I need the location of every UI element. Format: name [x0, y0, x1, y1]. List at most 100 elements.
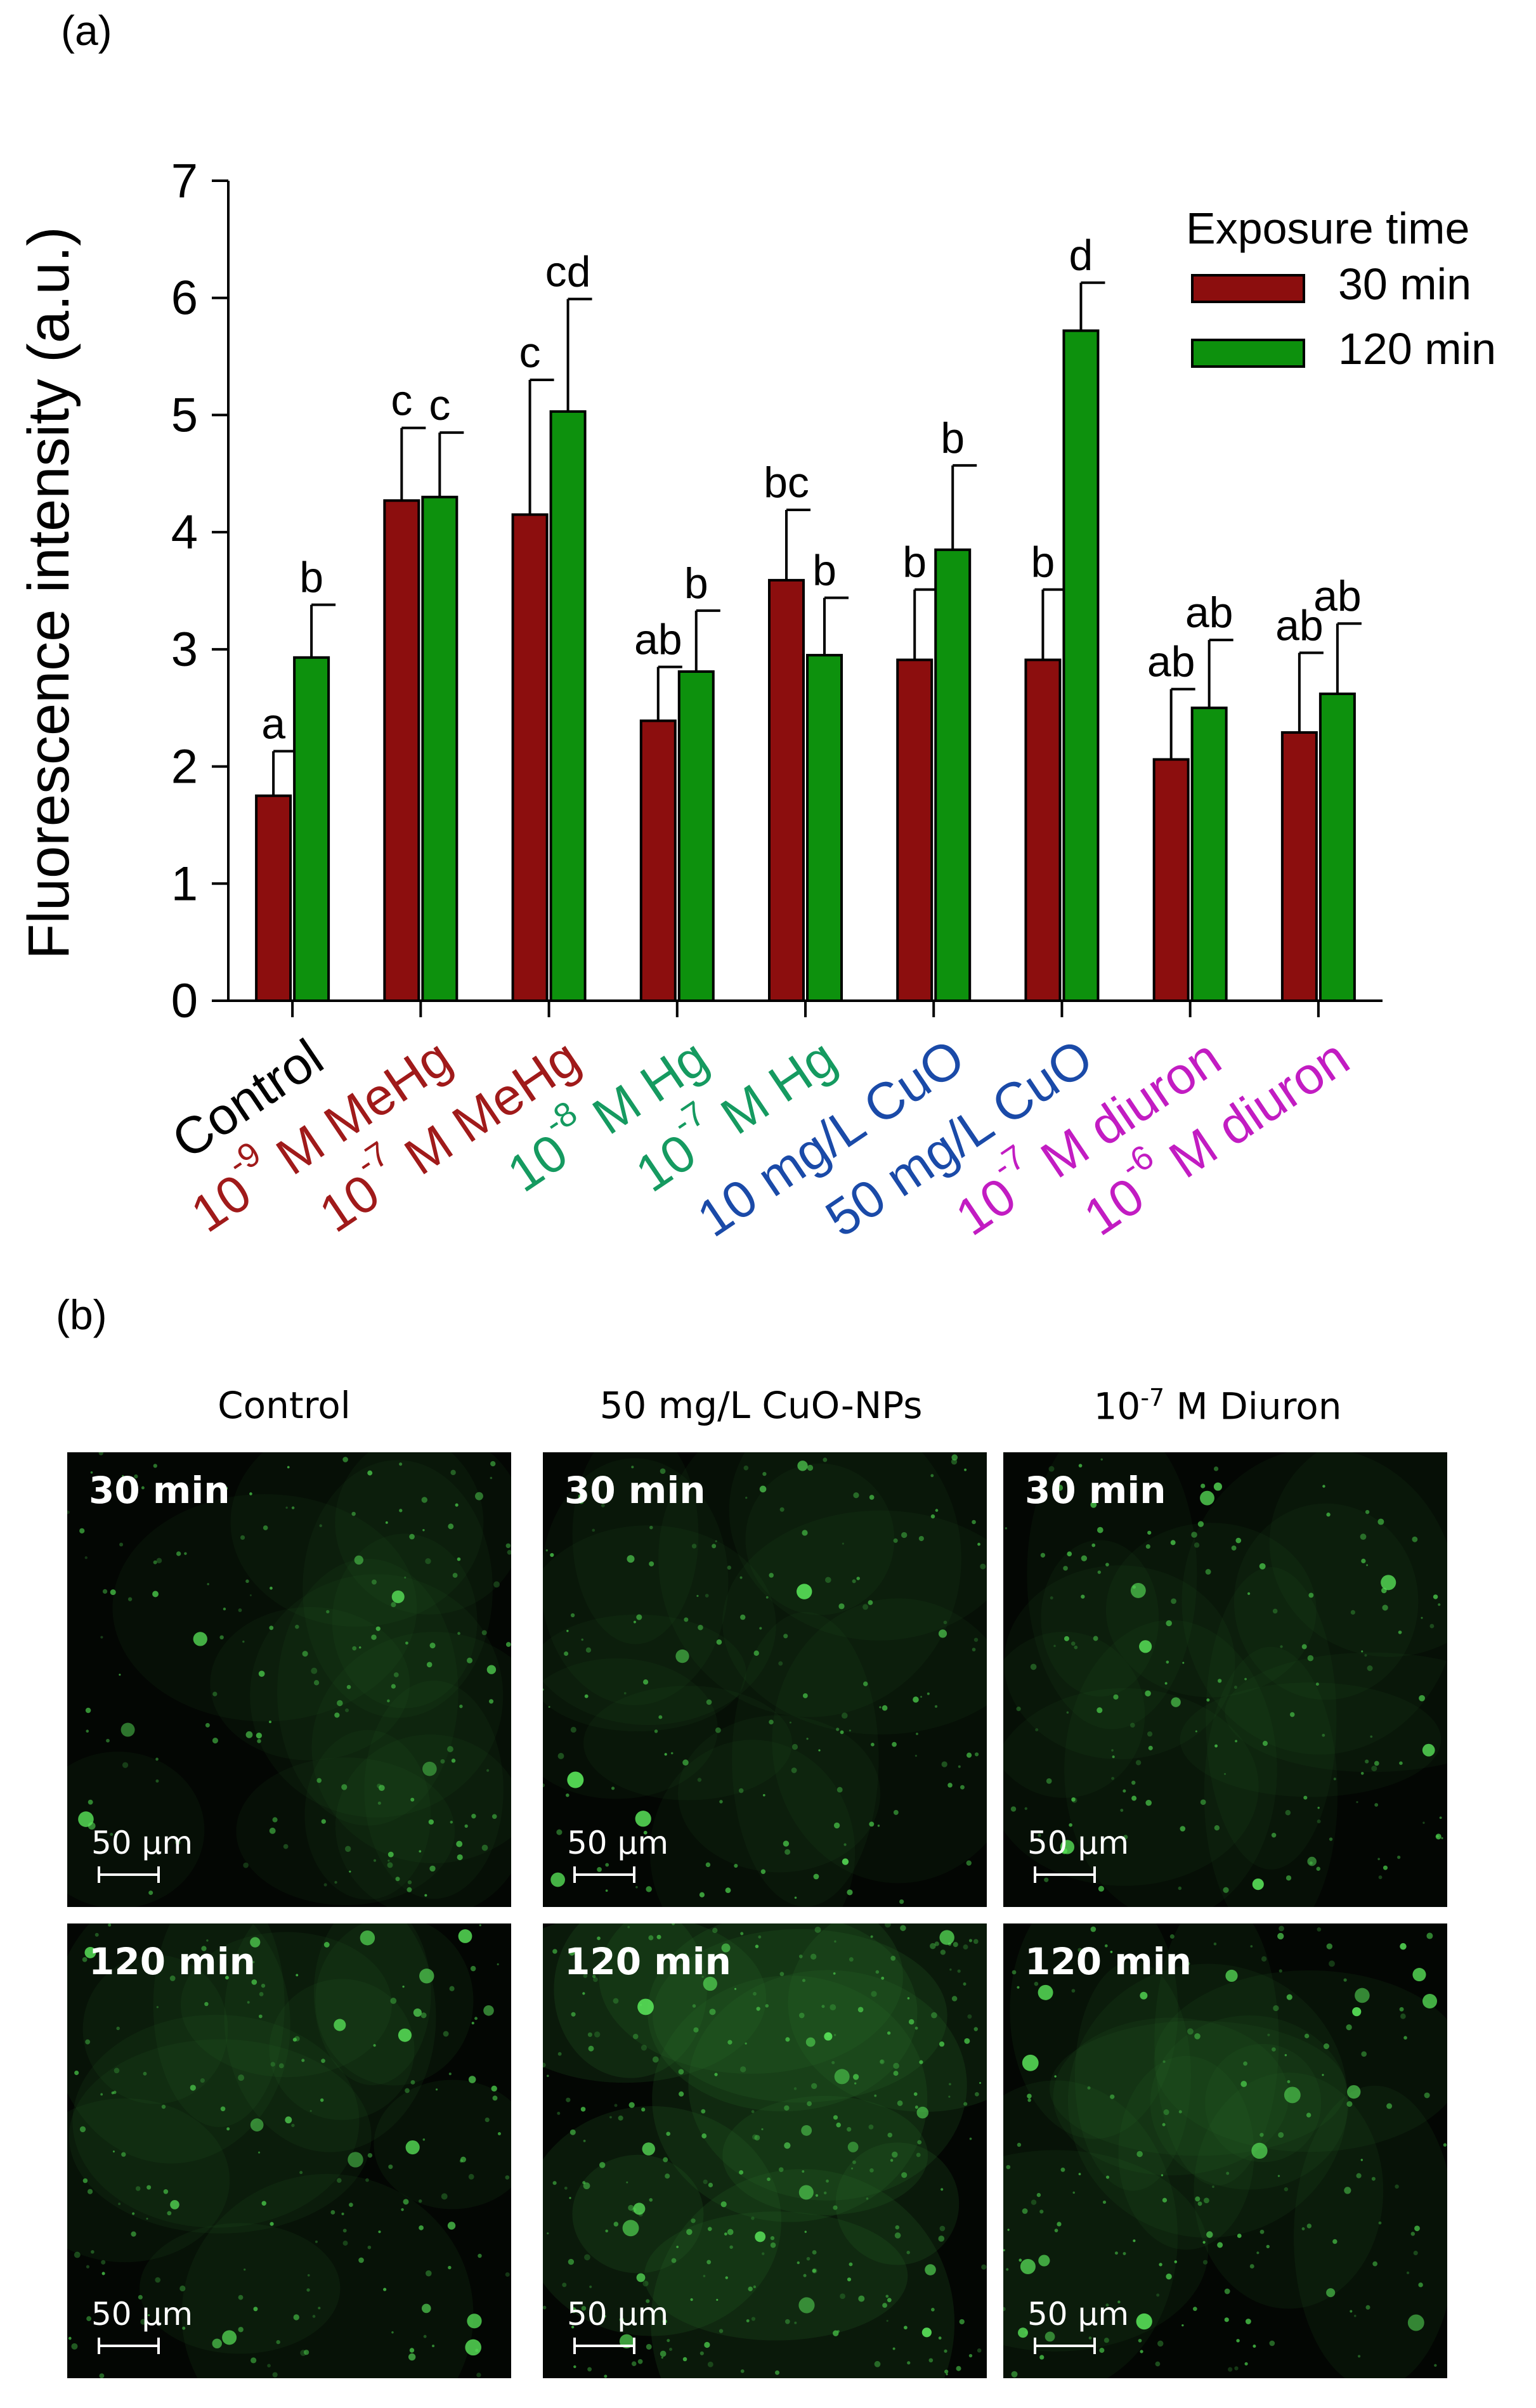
micrograph-texture — [543, 1452, 987, 1907]
fluorescence-micrograph: 30 min 50 µm — [67, 1452, 511, 1907]
significance-letter: b — [299, 554, 323, 602]
scale-bar-segment — [157, 2338, 160, 2354]
scale-bar — [573, 1866, 635, 1883]
scale-bar-label: 50 µm — [567, 2296, 669, 2333]
bar-120min — [677, 670, 715, 1002]
scale-bar-segment — [573, 2345, 635, 2347]
bar-30min — [896, 658, 934, 1002]
bar-30min — [768, 578, 805, 1002]
significance-letter: d — [1069, 231, 1093, 280]
y-tick-label: 6 — [171, 271, 198, 325]
significance-letter: c — [391, 377, 412, 425]
scale-bar-segment — [1034, 1873, 1096, 1876]
scale-bar-segment — [98, 1866, 100, 1883]
significance-letter: c — [429, 381, 450, 429]
scale-bar — [1034, 2338, 1096, 2354]
micrograph-time-label: 30 min — [1025, 1469, 1166, 1512]
bar-120min — [934, 548, 972, 1002]
bar-120min — [549, 410, 587, 1002]
scale-bar-segment — [633, 1866, 635, 1883]
legend-label-120min: 120 min — [1338, 324, 1496, 374]
fluorescence-micrograph: 120 min 50 µm — [67, 1923, 511, 2378]
significance-letter: c — [519, 329, 541, 377]
significance-letter: b — [902, 538, 927, 587]
bar-120min — [1062, 329, 1100, 1002]
significance-letter: b — [812, 547, 836, 595]
bar-30min — [511, 513, 549, 1002]
significance-letter: bc — [764, 459, 809, 507]
y-tick-label: 0 — [171, 974, 198, 1028]
scale-bar-segment — [573, 1873, 635, 1876]
fluorescence-micrograph: 120 min 50 µm — [543, 1923, 987, 2378]
y-tick-label: 3 — [171, 623, 198, 677]
bar-120min — [1190, 706, 1228, 1002]
scale-bar-segment — [98, 2338, 100, 2354]
micrograph-texture — [67, 1923, 511, 2378]
fluorescence-micrograph: 30 min 50 µm — [1003, 1452, 1447, 1907]
significance-letter: b — [1031, 538, 1055, 587]
bar-120min — [806, 654, 843, 1003]
column-title-part: 50 mg/L CuO-NPs — [599, 1384, 923, 1427]
scale-bar-label: 50 µm — [1027, 1825, 1129, 1861]
significance-letter: ab — [1275, 601, 1324, 649]
y-tick-label: 2 — [171, 740, 198, 794]
significance-letter: ab — [1313, 572, 1362, 620]
scale-bar-segment — [573, 1866, 576, 1883]
scale-bar-segment — [98, 2345, 160, 2347]
bar-120min — [1318, 693, 1356, 1002]
bar-30min — [255, 794, 292, 1002]
fluorescence-micrograph: 120 min 50 µm — [1003, 1923, 1447, 2378]
scale-bar — [1034, 1866, 1096, 1883]
panel-a-label: (a) — [61, 7, 112, 54]
micrograph-texture — [543, 1923, 987, 2378]
bar-30min — [383, 499, 420, 1002]
column-title-superscript: -7 — [1140, 1384, 1165, 1412]
micrograph-column-title: 50 mg/L CuO-NPs — [476, 1384, 1046, 1427]
scale-bar-segment — [1034, 1866, 1036, 1883]
panel-b-label: (b) — [56, 1291, 107, 1338]
legend-title: Exposure time — [1186, 204, 1469, 253]
legend-swatch-30min — [1191, 274, 1305, 303]
bar-120min — [421, 495, 459, 1002]
significance-letter: cd — [545, 248, 591, 296]
significance-letter: ab — [1147, 638, 1195, 686]
fluorescence-micrograph: 30 min 50 µm — [543, 1452, 987, 1907]
column-title-part: Control — [218, 1384, 351, 1427]
micrograph-time-label: 120 min — [1025, 1940, 1192, 1983]
micrograph-texture — [67, 1452, 511, 1907]
bar-30min — [1024, 658, 1062, 1002]
significance-letter: b — [940, 414, 965, 462]
micrograph-texture — [1003, 1452, 1447, 1907]
scale-bar-label: 50 µm — [91, 2296, 193, 2333]
scale-bar-label: 50 µm — [567, 1825, 669, 1861]
micrograph-time-label: 30 min — [89, 1469, 230, 1512]
micrograph-time-label: 120 min — [564, 1940, 731, 1983]
scale-bar-label: 50 µm — [1027, 2296, 1129, 2333]
scale-bar-segment — [1034, 2338, 1036, 2354]
scale-bar-segment — [1093, 2338, 1096, 2354]
scale-bar-segment — [1093, 1866, 1096, 1883]
scale-bar-segment — [157, 1866, 160, 1883]
legend-label-30min: 30 min — [1338, 259, 1471, 309]
micrograph-column-title: Control — [0, 1384, 569, 1427]
y-tick-label: 1 — [171, 857, 198, 911]
significance-letter: ab — [634, 616, 682, 664]
significance-letter: ab — [1185, 589, 1233, 637]
micrograph-time-label: 30 min — [564, 1469, 706, 1512]
scale-bar — [573, 2338, 635, 2354]
significance-letter: b — [684, 559, 708, 608]
y-tick-label: 7 — [171, 154, 198, 208]
column-title-part: 10 — [1093, 1384, 1141, 1428]
scale-bar — [98, 2338, 160, 2354]
scale-bar-segment — [633, 2338, 635, 2354]
micrograph-column-title: 10-7 M Diuron — [932, 1384, 1503, 1428]
bar-120min — [293, 656, 330, 1002]
scale-bar-label: 50 µm — [91, 1825, 193, 1861]
bar-30min — [1152, 758, 1190, 1002]
y-tick-label: 4 — [171, 505, 198, 559]
column-title-part: M Diuron — [1164, 1384, 1342, 1428]
scale-bar — [98, 1866, 160, 1883]
scale-bar-segment — [1034, 2345, 1096, 2347]
scale-bar-segment — [573, 2338, 576, 2354]
